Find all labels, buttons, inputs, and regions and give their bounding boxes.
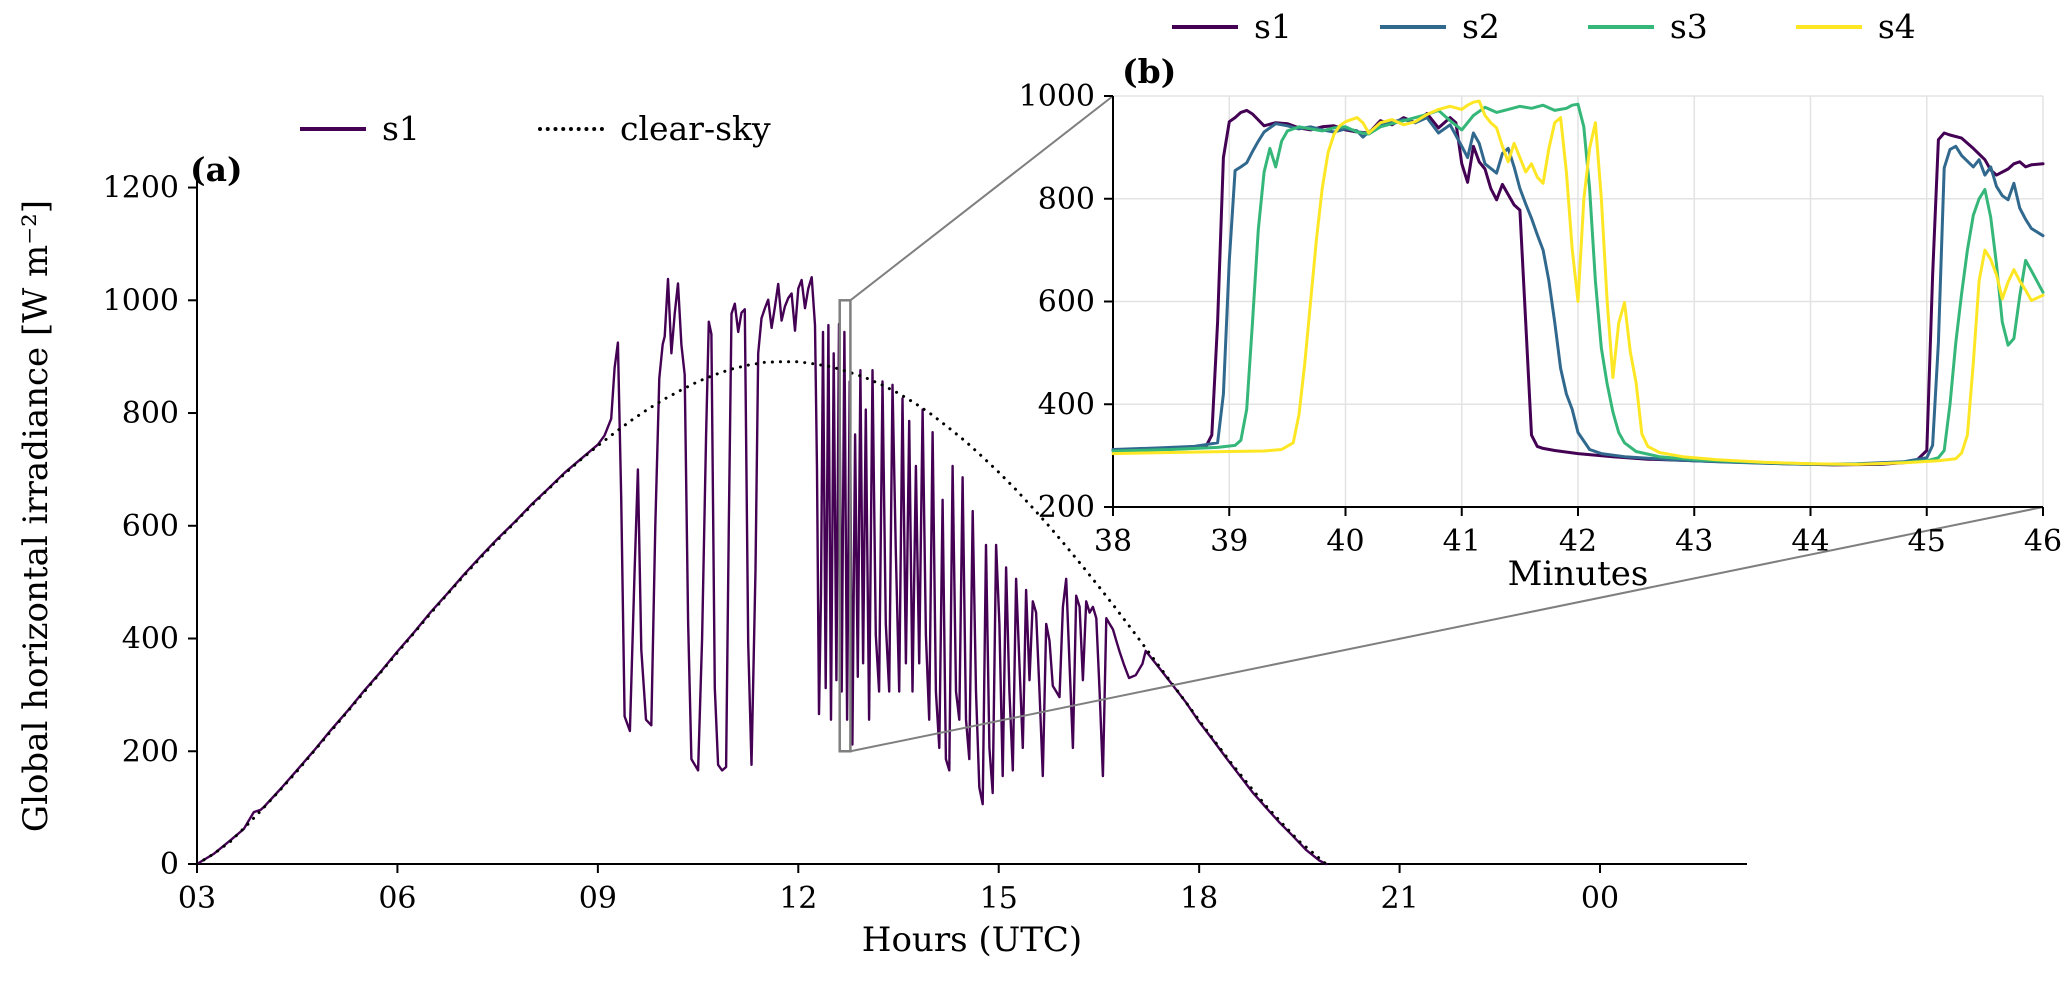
legend-label-s1: s1	[1254, 7, 1292, 46]
panel-a-y-tick-label: 1200	[103, 171, 179, 206]
series-clear-sky-panel-a	[195, 360, 1328, 866]
panel-b-x-tick-label: 44	[1791, 524, 1829, 559]
y-axis-label-panel-a: Global horizontal irradiance [W m⁻²]	[16, 199, 56, 833]
legend-panel-b: s1 s2 s3 s4	[1172, 10, 1916, 43]
zoom-connector-top	[849, 95, 1114, 302]
panel-b-x-tick-label: 39	[1210, 524, 1248, 559]
series-s4-panel-b	[1111, 99, 2045, 466]
legend-label-s1: s1	[382, 109, 420, 148]
panel-a-y-tick-label: 0	[160, 847, 179, 882]
panel-b-x-tick-label: 40	[1326, 524, 1364, 559]
panel-a-label: (a)	[190, 150, 243, 189]
legend-item-s4: s4	[1795, 7, 1916, 46]
panel-b-y-tick-label: 1000	[1019, 79, 1095, 114]
panel-a-y-tick-label: 400	[122, 622, 179, 657]
panel-a-x-tick-label: 21	[1380, 881, 1418, 916]
legend-swatch-s3	[1587, 24, 1654, 29]
x-axis-label-panel-b: Minutes	[1507, 554, 1649, 594]
panel-a-x-tick-label: 09	[579, 881, 617, 916]
series-s1-panel-b	[1111, 108, 2045, 467]
zoom-connector-bottom	[850, 506, 2044, 753]
panel-b-x-tick-label: 42	[1559, 524, 1597, 559]
series-s1-panel-a	[195, 276, 1328, 866]
legend-item-s1: s1	[1172, 10, 1292, 43]
legend-swatch-s2	[1379, 24, 1446, 29]
legend-item-clear-sky: clear-sky	[537, 109, 771, 148]
panel-b-x-tick-label: 46	[2024, 524, 2062, 559]
panel-a-y-tick-label: 1000	[103, 283, 179, 318]
series-s3-panel-b	[1111, 102, 2045, 466]
panel-a-x-tick-label: 15	[980, 881, 1018, 916]
legend-item-s2: s2	[1379, 7, 1500, 46]
panel-a-x-tick-label: 03	[178, 881, 216, 916]
legend-panel-a: s1 clear-sky	[300, 112, 771, 145]
panel-a-y-tick-label: 600	[122, 509, 179, 544]
panel-b-x-tick-label: 45	[1908, 524, 1946, 559]
x-axis-label-panel-a: Hours (UTC)	[861, 920, 1083, 960]
legend-item-s1: s1	[300, 112, 420, 145]
panel-b-label: (b)	[1122, 52, 1177, 91]
panel-a-x-tick-label: 06	[378, 881, 416, 916]
panel-b-y-tick-label: 800	[1038, 182, 1095, 217]
panel-b-y-tick-label: 400	[1038, 387, 1095, 422]
panel-b-y-tick-label: 200	[1038, 490, 1095, 525]
panel-a-x-tick-label: 00	[1581, 881, 1619, 916]
legend-label-s2: s2	[1461, 7, 1500, 46]
panel-b-y-tick-label: 600	[1038, 285, 1095, 320]
panel-b-x-tick-label: 43	[1675, 524, 1713, 559]
zoom-region-rect	[838, 299, 852, 753]
panel-b-x-tick-label: 38	[1094, 524, 1132, 559]
panel-a-y-tick-label: 800	[122, 396, 179, 431]
legend-swatch-s1	[300, 126, 366, 131]
panel-a-y-tick-label: 200	[122, 734, 179, 769]
legend-label-clear-sky: clear-sky	[619, 109, 771, 148]
legend-swatch-s1	[1172, 24, 1238, 29]
legend-label-s3: s3	[1669, 7, 1708, 46]
legend-swatch-clear-sky	[537, 126, 604, 131]
series-s2-panel-b	[1111, 116, 2045, 466]
panel-a-x-tick-label: 12	[779, 881, 817, 916]
panel-b-x-tick-label: 41	[1443, 524, 1481, 559]
panel-a-x-tick-label: 18	[1180, 881, 1218, 916]
legend-item-s3: s3	[1587, 7, 1708, 46]
legend-swatch-s4	[1795, 24, 1862, 29]
legend-label-s4: s4	[1877, 7, 1916, 46]
